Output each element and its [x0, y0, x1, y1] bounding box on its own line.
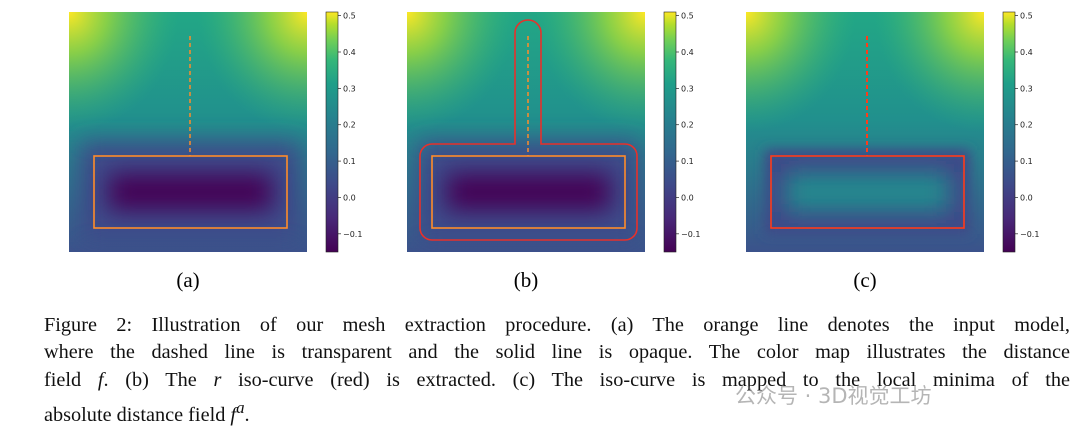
caption-text: . (b) The	[103, 368, 214, 391]
caption-text: where the dashed line is transparent and…	[44, 341, 1070, 364]
caption-math: f	[230, 403, 237, 426]
colorbar-tick-label: 0.2	[1020, 121, 1033, 130]
colorbar-tick-label: 0.0	[681, 193, 694, 202]
caption-line: absolute distance field fa.	[44, 394, 1070, 429]
colorbar-tick-label: 0.1	[343, 157, 356, 166]
heatmap-corner	[874, 12, 984, 132]
heatmap	[746, 12, 984, 252]
caption-line: where the dashed line is transparent and…	[44, 339, 1070, 366]
colorbar-tick-label: 0.1	[681, 157, 694, 166]
panel-label: (c)	[853, 268, 876, 292]
iso-curve	[419, 19, 638, 241]
heatmap	[69, 12, 307, 252]
caption-line: Figure 2: Illustration of our mesh extra…	[44, 312, 1070, 339]
caption-line: field f. (b) The r iso-curve (red) is ex…	[44, 367, 1070, 394]
colorbar-tick-label: 0.4	[1020, 48, 1033, 57]
heatmap-mid	[785, 172, 950, 212]
heatmap	[407, 12, 645, 252]
solid-outline	[431, 155, 626, 229]
heatmap-corner	[69, 12, 179, 132]
panel-label: (a)	[176, 268, 199, 292]
heatmap-corner	[746, 12, 856, 132]
colorbar-tick-label: 0.5	[343, 12, 356, 21]
colorbar-tick-label: 0.0	[1020, 193, 1033, 202]
solid-outline	[770, 155, 965, 229]
caption-text: Figure 2: Illustration of our mesh extra…	[44, 314, 1070, 336]
panel-label: (b)	[514, 268, 539, 292]
colorbar-tick-label: 0.3	[681, 84, 694, 93]
colorbar	[1002, 11, 1016, 253]
colorbar-tick-label: −0.1	[1020, 230, 1039, 239]
heatmap-low	[109, 174, 272, 210]
figure: (a) −0.1 0.0 0.1 0.2 0.3 0.4 0.5 (b) −0.1 0.0 0.1 0.…	[69, 11, 1039, 292]
caption-text: field	[44, 368, 98, 391]
colorbar-tick-label: 0.0	[343, 193, 356, 202]
caption-math: f	[97, 368, 104, 391]
colorbar-tick-label: 0.5	[1020, 12, 1033, 21]
colorbar-tick-label: 0.5	[681, 12, 694, 21]
colorbar	[663, 11, 677, 253]
watermark: 公众号 · 3D视觉工坊	[735, 384, 932, 408]
colorbar-tick-label: 0.4	[343, 48, 356, 57]
colorbar-tick-label: 0.4	[681, 48, 694, 57]
caption-text: iso-curve (red) is extracted. (c) The is…	[221, 368, 1070, 391]
caption-text: absolute distance field	[44, 403, 231, 426]
colorbar-tick-label: 0.3	[343, 84, 356, 93]
colorbar-tick-label: 0.1	[1020, 157, 1033, 166]
colorbar-tick-label: 0.3	[1020, 84, 1033, 93]
colorbar-tick-label: −0.1	[681, 230, 700, 239]
caption-text: .	[244, 403, 250, 426]
colorbar-tick-label: 0.2	[343, 121, 356, 130]
colorbar-tick-label: −0.1	[343, 230, 362, 239]
heatmap-low	[447, 174, 610, 210]
solid-outline	[93, 155, 288, 229]
caption-math: a	[236, 397, 245, 417]
heatmap-corner	[407, 12, 517, 132]
heatmap-corner	[197, 12, 307, 132]
colorbar-tick-label: 0.2	[681, 121, 694, 130]
caption-math: r	[213, 368, 222, 391]
caption: Figure 2: Illustration of our mesh extra…	[44, 312, 1070, 429]
colorbar	[325, 11, 339, 253]
heatmap-corner	[535, 12, 645, 132]
